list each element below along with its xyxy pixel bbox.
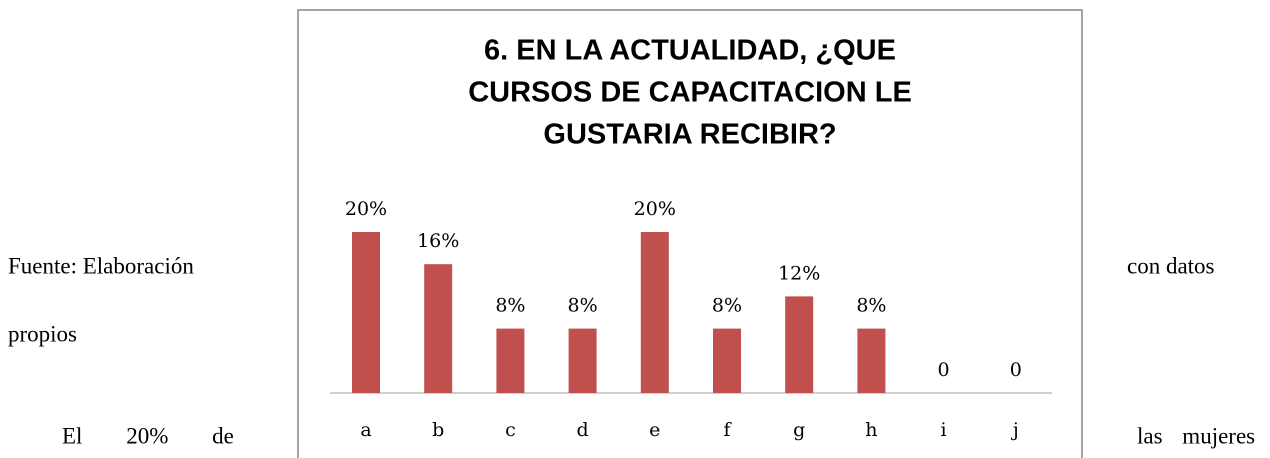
x-tick-label: e bbox=[649, 419, 660, 441]
bar bbox=[352, 232, 380, 393]
body-text: propios bbox=[8, 321, 77, 346]
data-label: 0 bbox=[1010, 359, 1022, 381]
bar bbox=[713, 328, 741, 393]
bar bbox=[640, 232, 669, 393]
x-tick-label: c bbox=[505, 419, 516, 441]
bar bbox=[496, 328, 525, 393]
x-tick-label: h bbox=[865, 419, 877, 441]
x-tick-label: b bbox=[432, 419, 444, 441]
body-text: las mujeres bbox=[1137, 423, 1255, 448]
x-tick-label: f bbox=[723, 419, 732, 441]
body-text: Fuente: Elaboración bbox=[8, 253, 194, 278]
x-tick-label: i bbox=[941, 419, 947, 441]
data-label: 12% bbox=[778, 262, 820, 284]
chart-title: GUSTARIA RECIBIR? bbox=[543, 119, 836, 151]
bar bbox=[785, 296, 814, 393]
data-label: 20% bbox=[634, 198, 676, 220]
body-text: con datos bbox=[1127, 253, 1215, 278]
data-label: 8% bbox=[712, 295, 742, 317]
bar bbox=[424, 264, 453, 393]
data-label: 8% bbox=[856, 295, 886, 317]
x-tick-label: a bbox=[360, 419, 371, 441]
bar bbox=[568, 328, 597, 393]
data-label: 8% bbox=[568, 295, 598, 317]
x-tick-label: g bbox=[793, 419, 805, 441]
data-label: 8% bbox=[495, 295, 525, 317]
data-label: 20% bbox=[345, 198, 387, 220]
data-label: 0 bbox=[938, 359, 950, 381]
chart-title: 6. EN LA ACTUALIDAD, ¿QUE bbox=[484, 35, 896, 67]
bar bbox=[857, 328, 886, 393]
x-tick-label: j bbox=[1011, 419, 1019, 441]
data-label: 16% bbox=[417, 230, 459, 252]
chart-title: CURSOS DE CAPACITACION LE bbox=[468, 77, 912, 109]
body-text: El 20% de bbox=[62, 423, 234, 448]
x-tick-label: d bbox=[577, 419, 589, 441]
